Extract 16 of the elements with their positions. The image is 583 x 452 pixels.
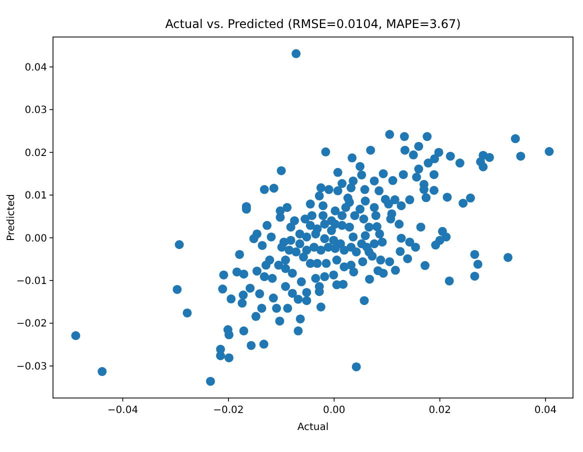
x-tick-label: 0.02 (428, 405, 451, 416)
x-axis-title: Actual (297, 422, 329, 433)
y-tick-label: 0.01 (24, 190, 47, 202)
y-tick-label: −0.01 (16, 276, 47, 288)
x-tick-label: −0.04 (107, 405, 138, 416)
x-tick-label: 0.00 (323, 405, 346, 416)
y-tick-label: 0.02 (24, 148, 47, 159)
y-tick-label: 0.00 (24, 233, 47, 244)
chart-title: Actual vs. Predicted (RMSE=0.0104, MAPE=3.67) (165, 17, 461, 31)
y-axis-title: Predicted (6, 194, 17, 241)
y-tick-label: 0.03 (24, 105, 47, 116)
x-tick-label: −0.02 (213, 405, 244, 416)
x-tick-label: 0.04 (534, 405, 557, 416)
y-tick-label: 0.04 (24, 62, 47, 74)
y-tick-label: −0.02 (16, 318, 47, 330)
y-tick-label: −0.03 (16, 361, 47, 372)
